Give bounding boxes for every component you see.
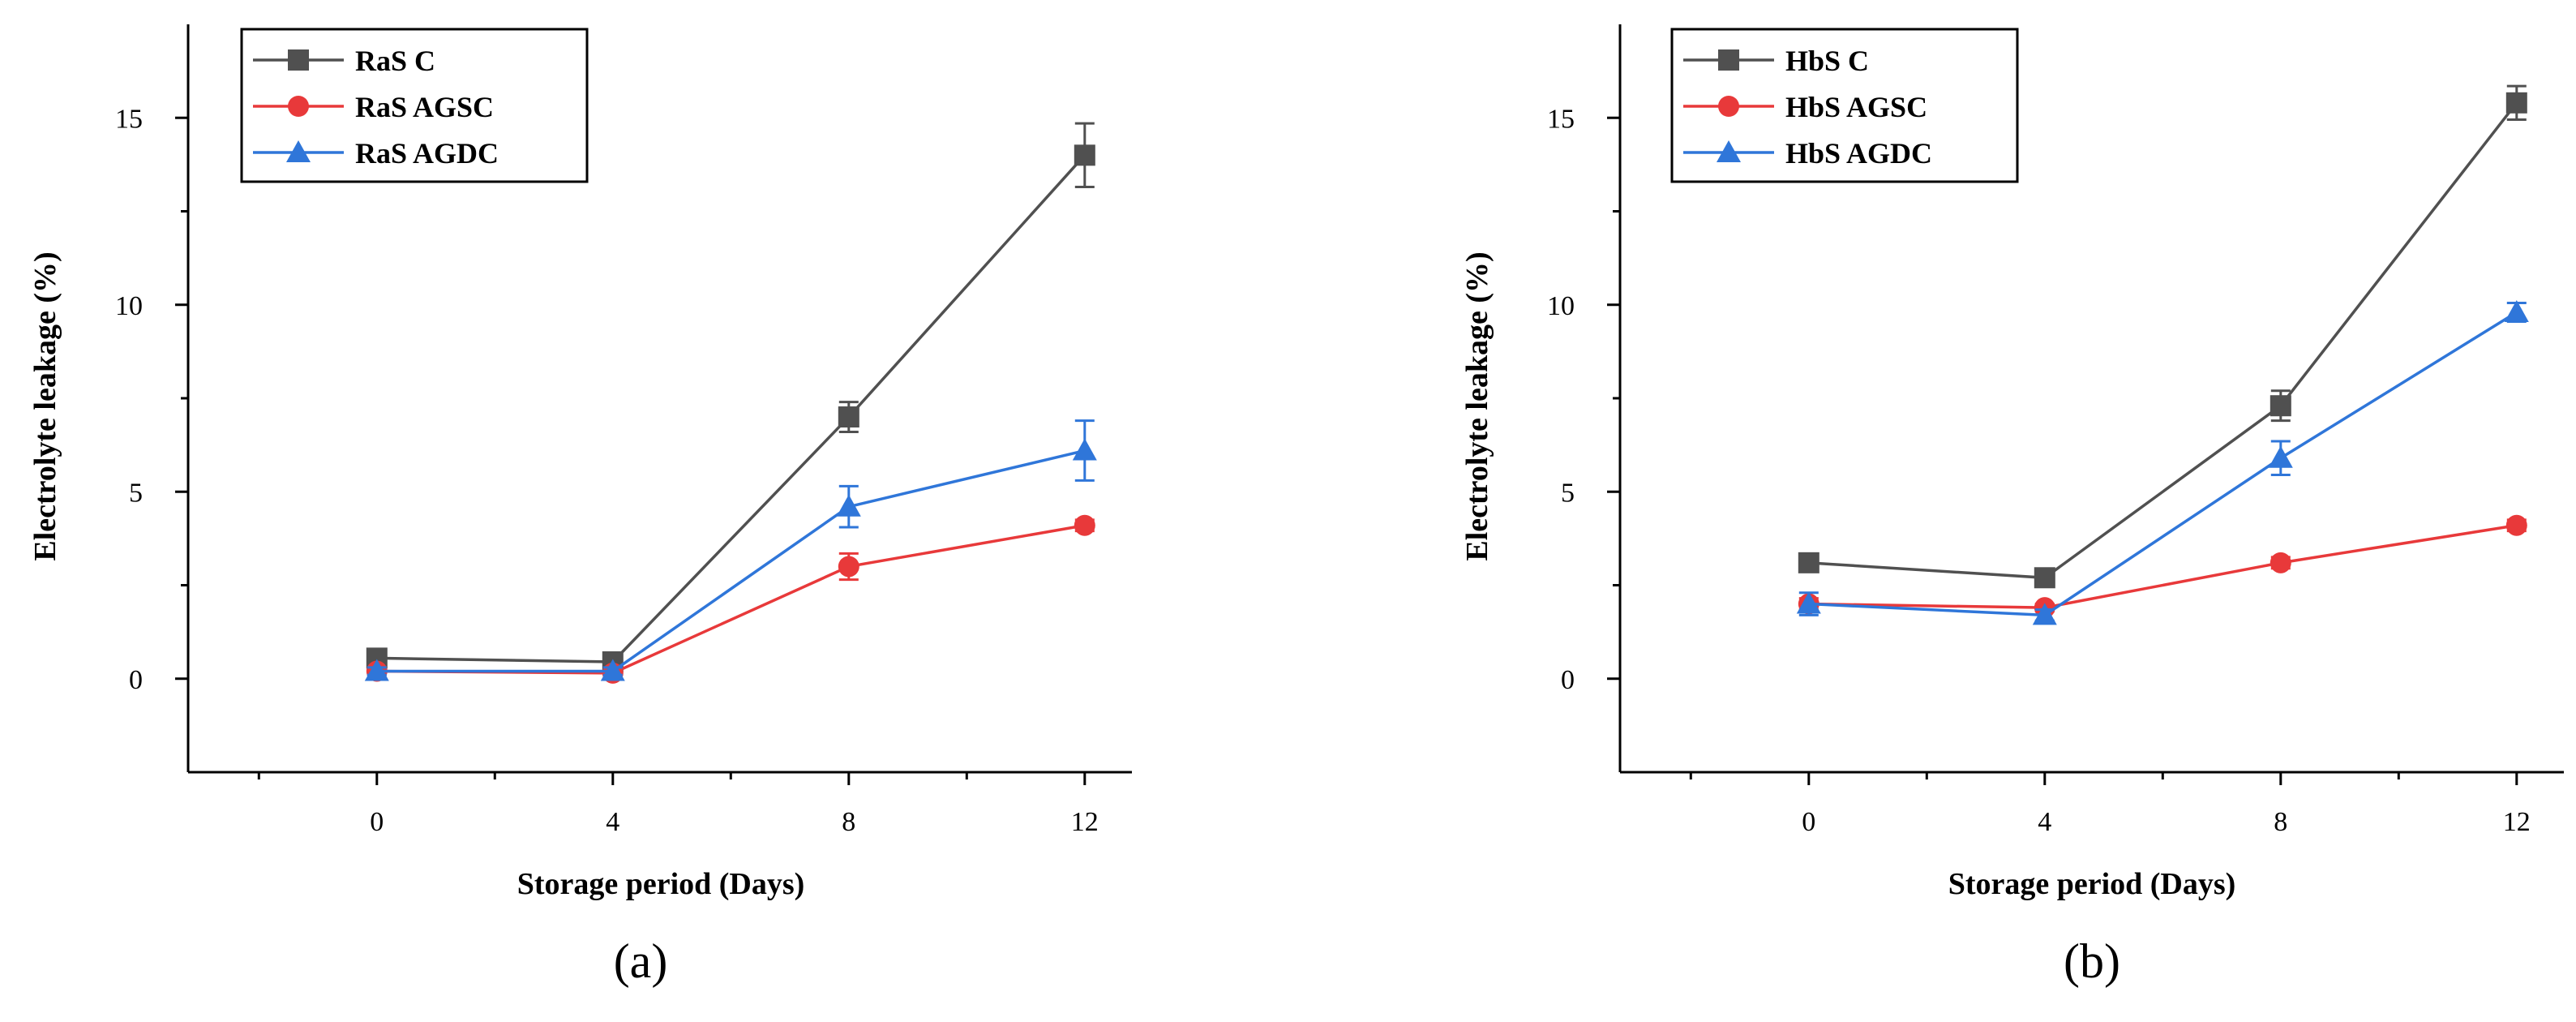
x-tick-label: 0 <box>1802 807 1815 837</box>
data-point <box>1074 144 1095 166</box>
legend: HbS C HbS AGSC HbS AGDC <box>1670 28 2019 183</box>
legend-label: RaS AGDC <box>355 137 499 170</box>
legend-marker <box>288 96 309 117</box>
y-tick-label: 15 <box>115 104 143 134</box>
legend-marker <box>1718 49 1739 71</box>
data-point <box>838 406 859 428</box>
x-tick-label: 12 <box>2503 807 2531 837</box>
legend: RaS C RaS AGSC RaS AGDC <box>240 28 589 183</box>
data-point <box>2268 445 2293 468</box>
series-line <box>1808 311 2518 617</box>
y-tick-label: 5 <box>1561 478 1575 508</box>
series-line <box>1808 524 2518 609</box>
legend-marker <box>286 140 311 162</box>
x-axis-title: Storage period (Days) <box>1948 867 2236 901</box>
x-tick-label: 0 <box>370 807 384 837</box>
x-tick-label: 4 <box>2038 807 2051 837</box>
series-ras-agdc <box>364 419 1097 681</box>
x-axis-title: Storage period (Days) <box>517 867 805 901</box>
series-line <box>376 524 1086 675</box>
data-point <box>1074 514 1095 536</box>
data-point <box>2504 299 2529 322</box>
legend-label: HbS C <box>1785 45 1869 77</box>
y-tick-label: 0 <box>1561 665 1575 695</box>
series-line <box>376 154 1087 663</box>
y-tick-label: 0 <box>129 665 143 695</box>
x-tick-label: 4 <box>606 807 619 837</box>
y-axis-title: Electrolyte leakage (%) <box>1460 251 1494 560</box>
legend-marker <box>288 49 309 71</box>
legend-marker <box>1717 140 1741 162</box>
legend-label: HbS AGSC <box>1785 91 1927 123</box>
legend-label: RaS AGSC <box>355 91 494 123</box>
data-point <box>2505 514 2527 536</box>
series-hbs-c <box>1798 84 2527 589</box>
legend-marker <box>1718 96 1739 117</box>
data-point <box>2034 567 2055 589</box>
x-tick-label: 8 <box>2274 807 2287 837</box>
panel-label: (b) <box>2064 934 2120 988</box>
y-tick-label: 5 <box>129 478 143 508</box>
data-point <box>600 659 625 681</box>
legend-label: HbS AGDC <box>1785 137 1932 170</box>
panel-label: (a) <box>614 934 668 988</box>
y-tick-label: 10 <box>1547 291 1575 321</box>
x-tick-label: 8 <box>842 807 855 837</box>
legend-label: RaS C <box>355 45 435 77</box>
data-point <box>1798 552 1819 573</box>
y-axis-title: Electrolyte leakage (%) <box>28 251 62 560</box>
y-tick-label: 10 <box>115 291 143 321</box>
data-point <box>364 659 389 681</box>
y-tick-label: 15 <box>1547 104 1575 134</box>
data-point <box>838 556 859 578</box>
series-hbs-agdc <box>1796 299 2529 625</box>
data-point <box>1796 591 1821 614</box>
data-point <box>2270 552 2291 573</box>
data-point <box>2505 92 2527 114</box>
series-hbs-agsc <box>1798 514 2527 619</box>
chart-panel-b: 0 5 10 15 0 4 8 12 Storage period (Days) Electrol… <box>1460 24 2564 988</box>
data-point <box>2270 395 2291 417</box>
x-tick-label: 12 <box>1071 807 1099 837</box>
data-point <box>2032 603 2057 625</box>
series-line <box>1808 101 2518 580</box>
data-point <box>836 494 861 517</box>
series-ras-c <box>366 122 1095 673</box>
data-point <box>1072 438 1097 461</box>
chart-panel-a: 0 5 10 15 0 4 8 12 Storage period (Days) Electrol… <box>28 24 1132 988</box>
series-line <box>376 449 1086 673</box>
